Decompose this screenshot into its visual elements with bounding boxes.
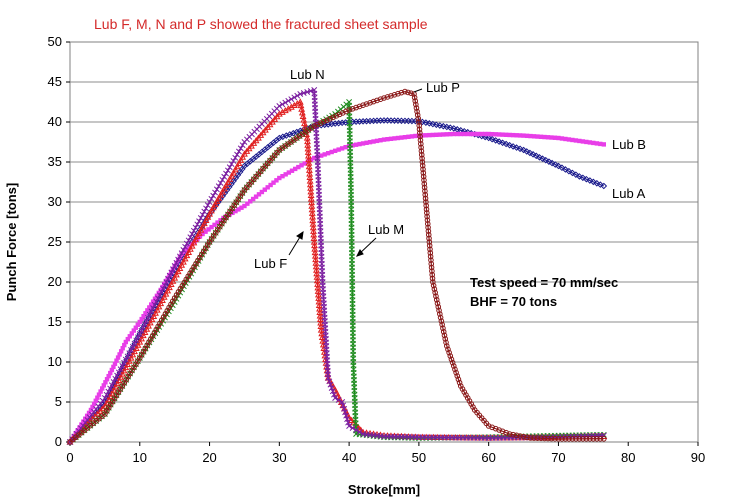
grid-lines — [70, 41, 698, 443]
series-line-lub-n — [69, 89, 604, 443]
chart-title: Lub F, M, N and P showed the fractured s… — [94, 16, 428, 32]
x-tick-label-80: 80 — [621, 450, 635, 465]
arrow-head-lub-f — [296, 230, 304, 240]
series-line-lub-p — [69, 90, 604, 443]
y-tick-label-30: 30 — [48, 194, 62, 209]
y-tick-label-35: 35 — [48, 154, 62, 169]
label-lub-m: Lub M — [368, 222, 404, 237]
x-tick-label-30: 30 — [272, 450, 286, 465]
y-tick-label-5: 5 — [55, 394, 62, 409]
x-tick-label-40: 40 — [342, 450, 356, 465]
x-axis-ticks: 0 10 20 30 40 50 60 70 80 90 — [66, 442, 705, 465]
x-tick-label-70: 70 — [551, 450, 565, 465]
y-axis-ticks: 0 5 10 15 20 25 30 35 40 45 50 — [48, 34, 70, 449]
x-tick-label-10: 10 — [133, 450, 147, 465]
x-tick-label-20: 20 — [202, 450, 216, 465]
series-markers-lub-n — [67, 87, 607, 445]
annotation-bhf: BHF = 70 tons — [470, 294, 557, 309]
annotation-test-speed: Test speed = 70 mm/sec — [470, 275, 618, 290]
arrow-head-lub-m — [356, 249, 364, 257]
y-tick-label-15: 15 — [48, 314, 62, 329]
x-tick-label-60: 60 — [481, 450, 495, 465]
y-tick-label-0: 0 — [55, 434, 62, 449]
label-lub-n: Lub N — [290, 67, 325, 82]
x-tick-label-90: 90 — [691, 450, 705, 465]
label-lub-f: Lub F — [254, 256, 287, 271]
series-lub-p — [67, 88, 607, 445]
series-lub-n — [67, 87, 607, 445]
series-markers-lub-p — [67, 88, 607, 445]
leader-arrows — [288, 88, 423, 257]
y-tick-label-20: 20 — [48, 274, 62, 289]
y-tick-label-40: 40 — [48, 114, 62, 129]
label-lub-a: Lub A — [612, 186, 646, 201]
label-lub-b: Lub B — [612, 137, 646, 152]
series-layer — [66, 87, 608, 446]
x-axis-title: Stroke[mm] — [348, 482, 420, 497]
y-tick-label-45: 45 — [48, 74, 62, 89]
arrow-lub-p — [413, 88, 423, 93]
x-tick-label-0: 0 — [66, 450, 73, 465]
y-tick-label-10: 10 — [48, 354, 62, 369]
x-tick-label-50: 50 — [412, 450, 426, 465]
y-tick-label-50: 50 — [48, 34, 62, 49]
label-lub-p: Lub P — [426, 80, 460, 95]
y-tick-label-25: 25 — [48, 234, 62, 249]
y-axis-title: Punch Force [tons] — [4, 183, 19, 301]
